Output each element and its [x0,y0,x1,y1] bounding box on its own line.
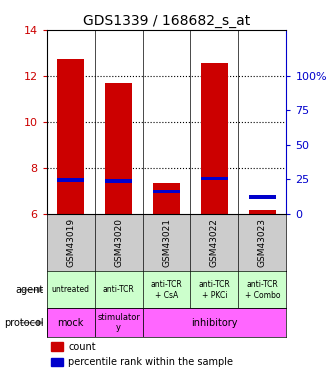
Title: GDS1339 / 168682_s_at: GDS1339 / 168682_s_at [83,13,250,28]
Bar [201,177,228,180]
Bar [105,179,132,183]
Text: GSM43021: GSM43021 [162,218,171,267]
Text: stimulator
y: stimulator y [97,313,140,332]
Bar [153,190,180,193]
Bar [47,308,95,337]
Text: anti-TCR: anti-TCR [103,285,135,294]
Bar [249,210,276,214]
Bar [153,183,180,214]
Text: protocol: protocol [4,318,43,328]
Text: inhibitory: inhibitory [191,318,238,328]
Bar [51,342,63,351]
Text: GSM43023: GSM43023 [258,218,267,267]
Text: GSM43019: GSM43019 [66,218,75,267]
Bar [51,358,63,366]
Bar [57,178,84,182]
Text: anti-TCR
+ Combo: anti-TCR + Combo [245,280,280,300]
Text: count: count [68,342,96,351]
Bar [57,59,84,214]
Bar [201,63,228,214]
Text: anti-TCR
+ CsA: anti-TCR + CsA [151,280,182,300]
Text: percentile rank within the sample: percentile rank within the sample [68,357,233,367]
Bar [143,308,286,337]
Text: GSM43022: GSM43022 [210,218,219,267]
Bar [105,83,132,214]
Text: GSM43020: GSM43020 [114,218,123,267]
Bar [95,308,143,337]
Text: untreated: untreated [52,285,90,294]
Text: mock: mock [57,318,84,328]
Text: agent: agent [15,285,43,295]
Text: anti-TCR
+ PKCi: anti-TCR + PKCi [198,280,230,300]
Bar [249,195,276,199]
